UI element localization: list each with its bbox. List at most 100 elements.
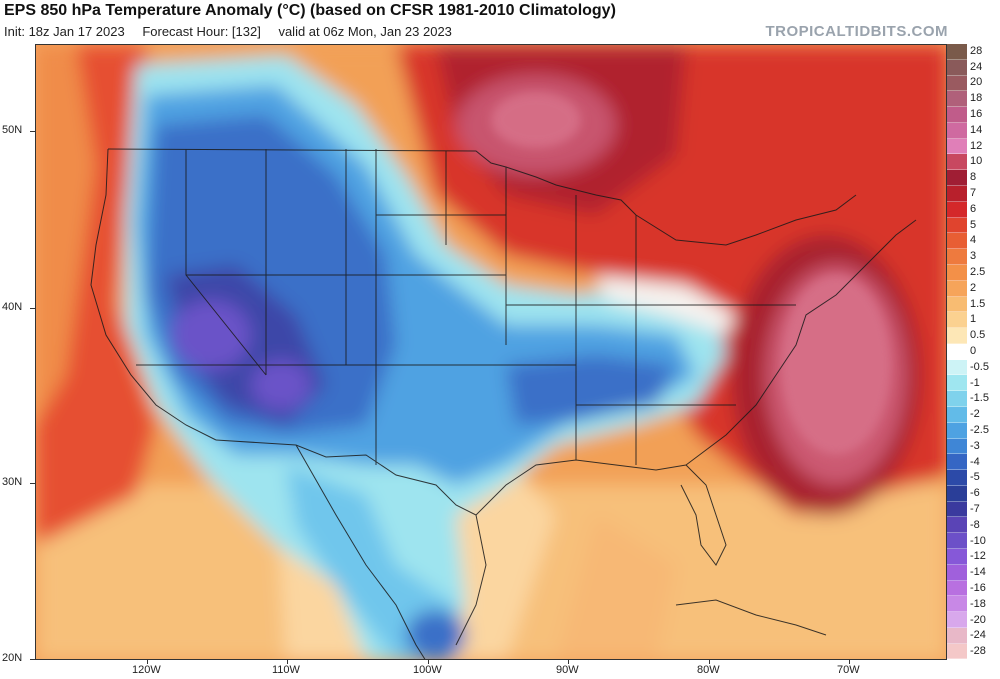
color-scale-cell: [947, 612, 967, 628]
color-scale-label: -2.5: [970, 423, 989, 436]
color-scale-label: -10: [970, 534, 986, 547]
color-scale-label: -5: [970, 471, 980, 484]
color-scale-label: -7: [970, 502, 980, 515]
color-scale-cell: [947, 296, 967, 313]
color-scale-cell: [947, 485, 967, 502]
color-scale-cell: [947, 422, 967, 439]
color-scale-label: 20: [970, 76, 983, 89]
anomaly-map: [35, 44, 947, 660]
lon-tick: [849, 660, 850, 664]
map-subtitle: Init: 18z Jan 17 2023 Forecast Hour: [13…: [4, 24, 466, 39]
lon-tick: [147, 660, 148, 664]
color-scale-cell: [947, 391, 967, 407]
anomaly-field: [36, 45, 946, 659]
color-scale-label: 28: [970, 44, 983, 57]
color-scale-cell: [947, 627, 967, 644]
color-scale-label: 16: [970, 108, 983, 121]
color-scale-cell: [947, 154, 967, 171]
color-scale-cell: [947, 264, 967, 281]
color-scale-cell: [947, 138, 967, 155]
color-scale-label: -4: [970, 455, 980, 468]
color-scale-cell: [947, 596, 967, 613]
color-scale-cell: [947, 170, 967, 187]
color-scale-label: -16: [970, 581, 986, 594]
lat-tick: [30, 659, 35, 660]
political-boundaries: [90, 148, 917, 659]
lat-label-20n: 20N: [2, 652, 23, 664]
color-scale-cell: [947, 328, 967, 344]
color-scale-label: 18: [970, 92, 983, 105]
color-scale-cell: [947, 201, 967, 218]
color-scale-label: -18: [970, 597, 986, 610]
color-scale-cell: [947, 75, 967, 92]
color-scale-label: -14: [970, 566, 986, 579]
color-scale-label: 1: [970, 313, 977, 326]
color-scale-label: 0.5: [970, 329, 986, 342]
color-scale-label: 6: [970, 202, 977, 215]
color-scale-cell: [947, 217, 967, 234]
color-scale-cell: [947, 517, 967, 534]
color-scale-cell: [947, 249, 967, 265]
lon-label-90w: 90W: [556, 664, 579, 676]
lon-label-110w: 110W: [272, 664, 300, 676]
color-scale-cell: [947, 186, 967, 202]
color-scale-label: 24: [970, 60, 983, 73]
color-scale-cell: [947, 233, 967, 250]
lat-label-40n: 40N: [2, 301, 23, 313]
color-scale-label: -0.5: [970, 360, 989, 373]
map-title: EPS 850 hPa Temperature Anomaly (°C) (ba…: [4, 2, 616, 19]
color-scale-label: -28: [970, 645, 986, 658]
lon-label-100w: 100W: [413, 664, 442, 676]
lat-label-30n: 30N: [2, 476, 23, 488]
color-scale-cell: [947, 643, 967, 660]
color-scale-label: -2: [970, 408, 980, 421]
color-scale-cell: [947, 44, 967, 60]
color-scale-cell: [947, 280, 967, 297]
forecast-hour: Forecast Hour: [132]: [142, 24, 261, 39]
color-scale-label: -3: [970, 439, 980, 452]
color-scale-label: -20: [970, 613, 986, 626]
color-scale-cell: [947, 580, 967, 597]
color-scale-label: 10: [970, 155, 983, 168]
color-scale-bar: [947, 44, 967, 660]
color-scale-label: -6: [970, 487, 980, 500]
color-scale-cell: [947, 375, 967, 392]
color-scale-label: 5: [970, 218, 977, 231]
color-scale-cell: [947, 438, 967, 455]
color-scale-label: -12: [970, 550, 986, 563]
color-scale-cell: [947, 470, 967, 486]
lon-label-80w: 80W: [697, 664, 720, 676]
lat-tick: [30, 483, 35, 484]
color-scale-label: 4: [970, 234, 977, 247]
color-scale-cell: [947, 454, 967, 471]
color-scale-cell: [947, 59, 967, 76]
lon-label-70w: 70W: [837, 664, 860, 676]
color-scale-cell: [947, 359, 967, 376]
lat-tick: [30, 308, 35, 309]
lon-tick: [287, 660, 288, 664]
lon-label-120w: 120W: [132, 664, 161, 676]
color-scale-label: 7: [970, 187, 977, 200]
lon-tick: [709, 660, 710, 664]
color-scale-label: -1: [970, 376, 980, 389]
color-scale-label: 14: [970, 123, 983, 136]
color-scale-cell: [947, 501, 967, 518]
color-scale-cell: [947, 533, 967, 549]
color-scale-label: 1.5: [970, 297, 986, 310]
color-scale-label: 12: [970, 139, 983, 152]
lat-label-50n: 50N: [2, 124, 23, 136]
site-watermark: TROPICALTIDBITS.COM: [765, 23, 948, 40]
color-scale-label: -1.5: [970, 392, 989, 405]
color-scale-cell: [947, 91, 967, 108]
color-scale-cell: [947, 406, 967, 423]
color-scale-label: -8: [970, 518, 980, 531]
lon-tick: [568, 660, 569, 664]
init-time: Init: 18z Jan 17 2023: [4, 24, 125, 39]
color-scale-label: 0: [970, 345, 977, 357]
color-scale-cell: [947, 312, 967, 329]
color-scale-label: 8: [970, 171, 977, 184]
valid-time: valid at 06z Mon, Jan 23 2023: [278, 24, 452, 39]
color-scale-label: 2: [970, 281, 977, 294]
color-scale-cell: [947, 564, 967, 581]
color-scale-label: 3: [970, 250, 977, 263]
